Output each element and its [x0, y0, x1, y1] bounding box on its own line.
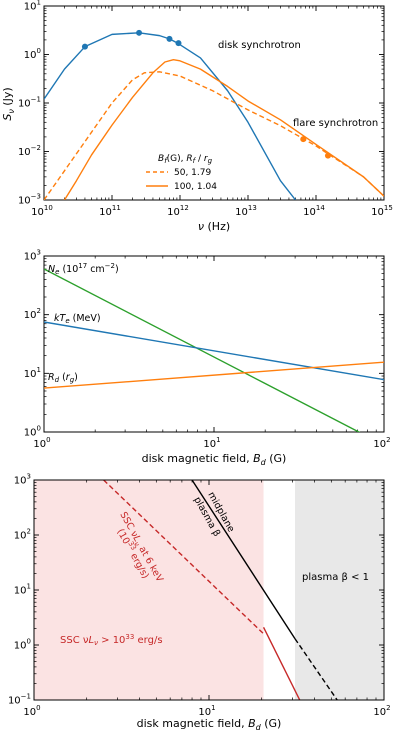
- tick-group: 1010 1011 1012 1013 1014 1015 10−3 10−2 10−1 100 1…: [18, 0, 393, 218]
- label-electron-temperature: kTe (MeV): [54, 313, 101, 325]
- y-tick-label: 102: [24, 307, 41, 321]
- label-disk-radius: Rd (rg): [48, 372, 78, 384]
- x-tick-label: 1012: [167, 204, 189, 218]
- x-tick-label: 1010: [31, 204, 53, 218]
- data-point: [175, 40, 182, 47]
- series-group: [44, 268, 384, 432]
- x-axis-label: disk magnetic field, Bd (G): [142, 452, 287, 467]
- series-group: [44, 32, 384, 200]
- x-tick-label: 102: [373, 436, 390, 450]
- y-tick-label: 101: [24, 366, 41, 380]
- y-tick-label: 10−2: [18, 144, 41, 158]
- series-line: [44, 361, 384, 389]
- data-point: [166, 35, 173, 42]
- data-point: [324, 152, 331, 159]
- series-line: [44, 71, 384, 200]
- y-tick-label: 100: [24, 47, 41, 61]
- y-tick-label: 102: [14, 528, 31, 542]
- y-tick-label: 100: [24, 425, 41, 439]
- series-line: [191, 480, 296, 640]
- y-tick-label: 101: [14, 583, 31, 597]
- plot-frame: [33, 479, 385, 701]
- series-group: [103, 480, 338, 700]
- series-line: [294, 638, 338, 700]
- x-tick-label: 102: [373, 704, 390, 718]
- x-tick-label: 1015: [371, 204, 393, 218]
- x-tick-label: 101: [203, 436, 220, 450]
- y-tick-label: 10−1: [8, 693, 31, 707]
- ssc-region: [34, 480, 264, 700]
- x-tick-label: 1013: [235, 204, 257, 218]
- panel-spectrum: 1010 1011 1012 1013 1014 1015 10−3 10−2 10−1 100 1…: [1, 0, 393, 233]
- label-electron-density: Ne (1017 cm−2): [48, 262, 119, 276]
- annotation-low-beta: plasma β < 1: [302, 572, 369, 583]
- annotation-ssc-bound: SSC νLν > 1033 erg/s: [60, 633, 163, 647]
- x-tick-label: 101: [198, 704, 215, 718]
- legend-entry-label: 100, 1.04: [174, 182, 217, 192]
- marker-group: [81, 29, 331, 159]
- series-line: [63, 59, 384, 200]
- annotation-flare-synchrotron: flare synchrotron: [293, 118, 378, 129]
- x-tick-label: 1014: [303, 204, 325, 218]
- y-tick-label: 100: [14, 638, 31, 652]
- panel-parameters: 100 101 102 100 101 102 103 Ne (1017 cm−2) kTe…: [24, 249, 391, 468]
- y-tick-label: 10−3: [18, 193, 41, 207]
- x-axis-label: disk magnetic field, Bd (G): [137, 717, 282, 732]
- y-tick-label: 101: [24, 0, 41, 13]
- plot-frame: [43, 5, 385, 201]
- series-line: [44, 321, 384, 381]
- tick-group: 100 101 102 100 101 102 103: [24, 249, 391, 451]
- series-line: [44, 268, 361, 432]
- x-tick-label: 100: [23, 704, 40, 718]
- low-beta-region: [294, 480, 384, 700]
- legend-title: Bf(G), Rf / rg: [158, 154, 213, 165]
- y-tick-label: 10−1: [18, 96, 41, 110]
- legend: Bf(G), Rf / rg 50, 1.79 100, 1.04: [146, 154, 217, 192]
- x-tick-label: 1011: [99, 204, 121, 218]
- plot-frame: [43, 255, 385, 433]
- annotation-disk-synchrotron: disk synchrotron: [218, 40, 301, 51]
- y-tick-label: 103: [14, 473, 31, 487]
- x-tick-label: 100: [33, 436, 50, 450]
- data-point: [136, 29, 143, 36]
- x-axis-label: ν (Hz): [198, 220, 230, 233]
- legend-entry-label: 50, 1.79: [174, 168, 211, 178]
- data-point: [81, 43, 88, 50]
- y-axis-label: Sν (Jy): [1, 87, 16, 120]
- y-tick-label: 103: [24, 249, 41, 263]
- series-line: [44, 32, 297, 200]
- region-group: [34, 480, 384, 700]
- series-line: [262, 626, 301, 700]
- data-point: [300, 136, 307, 143]
- series-line: [103, 480, 265, 635]
